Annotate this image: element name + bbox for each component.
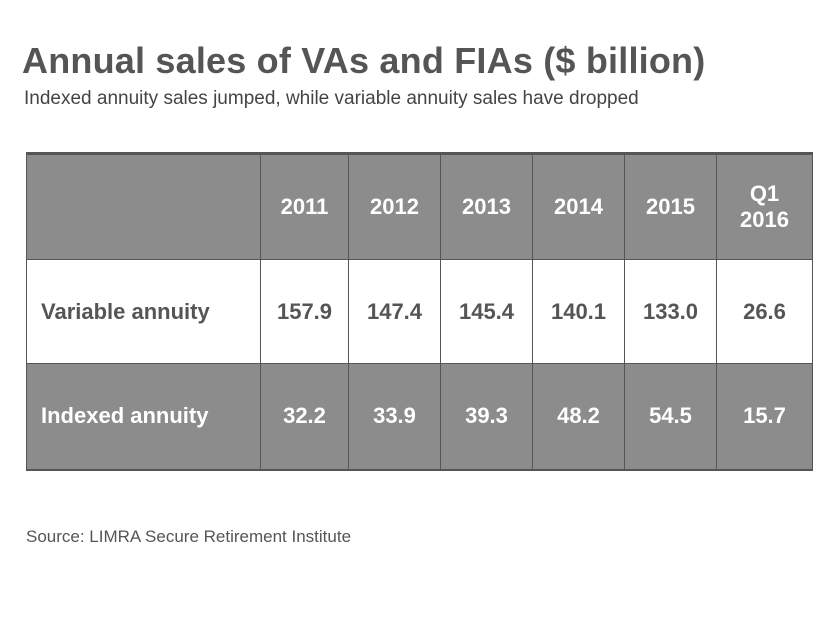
table-cell: 147.4 xyxy=(348,259,441,364)
table-cell: 26.6 xyxy=(716,259,813,364)
column-header-line: Q1 xyxy=(749,181,780,206)
header-corner-cell xyxy=(26,152,261,260)
table-cell: 157.9 xyxy=(260,259,349,364)
table-cell: 32.2 xyxy=(260,363,349,471)
table-cell: 140.1 xyxy=(532,259,625,364)
column-header: Q1 2016 xyxy=(716,152,813,260)
table-row: Indexed annuity 32.2 33.9 39.3 48.2 54.5… xyxy=(26,363,813,471)
column-header: 2012 xyxy=(348,152,441,260)
column-header-line: 2015 xyxy=(646,194,695,219)
column-header-line: 2013 xyxy=(462,194,511,219)
column-header-line: 2016 xyxy=(740,207,789,232)
column-header: 2014 xyxy=(532,152,625,260)
column-header-line: 2012 xyxy=(370,194,419,219)
column-header: 2011 xyxy=(260,152,349,260)
sales-table: 2011 2012 2013 2014 2015 Q1 2016 Variable… xyxy=(26,152,813,471)
column-header: 2015 xyxy=(624,152,717,260)
table-cell: 48.2 xyxy=(532,363,625,471)
table-row: Variable annuity 157.9 147.4 145.4 140.1… xyxy=(26,259,813,364)
table-cell: 15.7 xyxy=(716,363,813,471)
table-cell: 54.5 xyxy=(624,363,717,471)
column-header-line: 2014 xyxy=(554,194,603,219)
row-label: Variable annuity xyxy=(26,259,261,364)
chart-title: Annual sales of VAs and FIAs ($ billion) xyxy=(22,40,706,81)
table-cell: 39.3 xyxy=(440,363,533,471)
table-cell: 145.4 xyxy=(440,259,533,364)
chart-subtitle: Indexed annuity sales jumped, while vari… xyxy=(24,88,639,109)
row-label: Indexed annuity xyxy=(26,363,261,471)
column-header: 2013 xyxy=(440,152,533,260)
source-note: Source: LIMRA Secure Retirement Institut… xyxy=(26,527,352,546)
table-cell: 133.0 xyxy=(624,259,717,364)
table-cell: 33.9 xyxy=(348,363,441,471)
header-row: 2011 2012 2013 2014 2015 Q1 2016 xyxy=(26,152,813,260)
column-header-line: 2011 xyxy=(280,194,329,219)
